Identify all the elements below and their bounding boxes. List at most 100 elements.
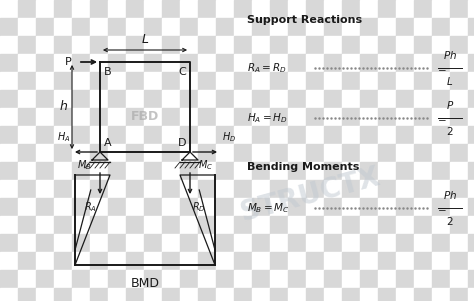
Bar <box>378 0 396 18</box>
Bar <box>396 234 414 252</box>
Bar <box>270 90 288 108</box>
Bar <box>306 0 324 18</box>
Bar <box>126 288 144 301</box>
Bar <box>126 54 144 72</box>
Bar <box>126 180 144 198</box>
Bar <box>252 252 270 270</box>
Bar <box>216 36 234 54</box>
Bar <box>414 36 432 54</box>
Bar <box>72 288 90 301</box>
Text: $2$: $2$ <box>446 125 454 137</box>
Bar <box>306 36 324 54</box>
Bar <box>252 270 270 288</box>
Bar <box>0 162 18 180</box>
Bar <box>468 270 474 288</box>
Text: $H_A$: $H_A$ <box>56 130 70 144</box>
Bar <box>180 270 198 288</box>
Text: $M_B$: $M_B$ <box>77 158 91 172</box>
Bar <box>342 126 360 144</box>
Text: $Ph$: $Ph$ <box>443 49 457 61</box>
Bar <box>54 54 72 72</box>
Bar <box>360 198 378 216</box>
Bar <box>342 162 360 180</box>
Bar <box>0 252 18 270</box>
Bar <box>36 198 54 216</box>
Bar <box>18 234 36 252</box>
Bar <box>36 72 54 90</box>
Bar <box>270 54 288 72</box>
Bar <box>288 72 306 90</box>
Text: STRUCTX: STRUCTX <box>237 163 383 227</box>
Bar <box>180 234 198 252</box>
Bar <box>468 198 474 216</box>
Bar <box>396 216 414 234</box>
Bar <box>234 288 252 301</box>
Bar <box>306 90 324 108</box>
Bar <box>252 162 270 180</box>
Bar <box>180 288 198 301</box>
Bar <box>216 252 234 270</box>
Bar <box>54 126 72 144</box>
Bar <box>18 108 36 126</box>
Bar <box>378 18 396 36</box>
Bar <box>144 90 162 108</box>
Bar <box>90 36 108 54</box>
Bar <box>234 198 252 216</box>
Bar <box>360 108 378 126</box>
Bar <box>414 54 432 72</box>
Bar <box>414 18 432 36</box>
Bar <box>90 198 108 216</box>
Bar <box>90 18 108 36</box>
Bar <box>324 36 342 54</box>
Bar <box>396 18 414 36</box>
Bar <box>288 162 306 180</box>
Bar <box>432 270 450 288</box>
Bar <box>126 36 144 54</box>
Bar <box>270 288 288 301</box>
Bar <box>270 216 288 234</box>
Bar <box>198 126 216 144</box>
Bar <box>450 72 468 90</box>
Bar <box>306 72 324 90</box>
Bar <box>162 288 180 301</box>
Bar <box>36 126 54 144</box>
Bar <box>72 144 90 162</box>
Bar <box>198 288 216 301</box>
Bar <box>162 180 180 198</box>
Bar <box>90 180 108 198</box>
Bar <box>378 72 396 90</box>
Bar <box>270 36 288 54</box>
Bar <box>234 252 252 270</box>
Bar <box>180 0 198 18</box>
Bar <box>18 36 36 54</box>
Bar <box>36 18 54 36</box>
Bar <box>468 162 474 180</box>
Bar <box>270 198 288 216</box>
Bar <box>306 144 324 162</box>
Bar <box>108 270 126 288</box>
Bar <box>216 0 234 18</box>
Bar <box>306 18 324 36</box>
Bar <box>342 288 360 301</box>
Bar <box>198 198 216 216</box>
Bar <box>144 180 162 198</box>
Bar <box>180 126 198 144</box>
Bar <box>180 36 198 54</box>
Bar <box>432 126 450 144</box>
Bar <box>324 144 342 162</box>
Bar <box>468 288 474 301</box>
Bar <box>108 234 126 252</box>
Bar <box>234 72 252 90</box>
Bar <box>468 252 474 270</box>
Bar <box>252 216 270 234</box>
Text: $M_B = M_C$: $M_B = M_C$ <box>247 201 290 215</box>
Bar <box>414 162 432 180</box>
Bar <box>252 18 270 36</box>
Bar <box>324 180 342 198</box>
Bar <box>324 270 342 288</box>
Text: FBD: FBD <box>131 110 159 123</box>
Bar <box>162 36 180 54</box>
Bar <box>54 198 72 216</box>
Bar <box>288 0 306 18</box>
Bar <box>216 90 234 108</box>
